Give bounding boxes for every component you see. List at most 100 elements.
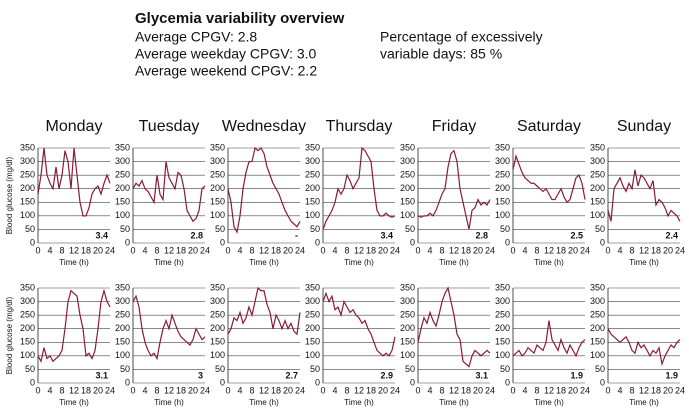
y-tick-label: 100 [400, 210, 415, 220]
x-tick-label: 0 [35, 385, 40, 395]
x-tick-label: 4 [522, 245, 527, 255]
x-axis-label: Time (h) [249, 258, 279, 267]
x-tick-label: 8 [534, 385, 539, 395]
x-axis-label: Time (h) [534, 398, 564, 407]
y-tick-label: 0 [315, 237, 320, 247]
x-tick-label: 8 [344, 385, 349, 395]
day-label: Monday [46, 118, 103, 135]
y-tick-label: 200 [495, 323, 510, 333]
y-tick-label: 350 [115, 282, 130, 292]
x-axis-label: Time (h) [249, 398, 279, 407]
y-tick-label: 150 [305, 197, 320, 207]
x-tick-label: 24 [295, 245, 305, 255]
y-tick-label: 300 [210, 296, 225, 306]
x-axis-label: Time (h) [154, 258, 184, 267]
x-tick-label: 20 [473, 245, 483, 255]
stat: Average weekday CPGV: 3.0 [135, 46, 317, 62]
x-tick-label: 12 [639, 385, 649, 395]
stat: Average weekend CPGV: 2.2 [135, 63, 317, 79]
x-axis-label: Time (h) [439, 398, 469, 407]
y-tick-label: 0 [505, 237, 510, 247]
glucose-line [322, 146, 396, 230]
x-tick-label: 18 [461, 385, 471, 395]
x-tick-label: 18 [651, 245, 661, 255]
glucose-line [132, 161, 206, 223]
x-tick-label: 24 [485, 245, 495, 255]
y-tick-label: 300 [210, 156, 225, 166]
x-tick-label: 24 [580, 245, 590, 255]
cpgv-label: 3.1 [475, 370, 488, 380]
y-tick-label: 100 [590, 210, 605, 220]
y-tick-label: 100 [115, 350, 130, 360]
x-tick-label: 18 [651, 385, 661, 395]
x-tick-label: 0 [320, 245, 325, 255]
y-tick-label: 250 [115, 310, 130, 320]
y-tick-label: 200 [400, 183, 415, 193]
y-tick-label: 100 [400, 350, 415, 360]
y-tick-label: 200 [590, 183, 605, 193]
day-label: Tuesday [139, 118, 200, 135]
x-tick-label: 8 [629, 245, 634, 255]
y-tick-label: 250 [590, 170, 605, 180]
y-tick-label: 50 [25, 364, 35, 374]
y-tick-label: 50 [405, 224, 415, 234]
y-tick-label: 350 [495, 142, 510, 152]
y-tick-label: 100 [305, 350, 320, 360]
x-axis-label: Time (h) [439, 258, 469, 267]
cpgv-label: 2.4 [665, 230, 678, 240]
glucose-line [37, 147, 111, 217]
glucose-line [607, 328, 681, 367]
y-tick-label: 200 [20, 323, 35, 333]
cpgv-label: 2.5 [570, 230, 583, 240]
y-tick-label: 350 [495, 282, 510, 292]
y-tick-label: 300 [495, 156, 510, 166]
y-tick-label: 200 [495, 183, 510, 193]
x-tick-label: 20 [378, 385, 388, 395]
y-tick-label: 150 [495, 337, 510, 347]
y-tick-label: 350 [20, 282, 35, 292]
x-tick-label: 4 [237, 385, 242, 395]
y-tick-label: 100 [305, 210, 320, 220]
y-tick-label: 350 [305, 142, 320, 152]
x-tick-label: 0 [320, 385, 325, 395]
x-tick-label: 12 [69, 245, 79, 255]
y-tick-label: 350 [400, 142, 415, 152]
x-tick-label: 8 [59, 245, 64, 255]
x-tick-label: 8 [59, 385, 64, 395]
y-tick-label: 0 [600, 237, 605, 247]
y-tick-label: 150 [400, 337, 415, 347]
glucose-line [227, 286, 301, 336]
x-tick-label: 24 [200, 245, 210, 255]
x-tick-label: 8 [439, 245, 444, 255]
x-tick-label: 8 [439, 385, 444, 395]
x-tick-label: 20 [473, 385, 483, 395]
x-tick-label: 24 [295, 385, 305, 395]
y-tick-label: 350 [305, 282, 320, 292]
x-tick-label: 12 [259, 385, 269, 395]
x-tick-label: 24 [675, 245, 685, 255]
y-tick-label: 0 [220, 237, 225, 247]
cpgv-label: 2.8 [475, 230, 488, 240]
x-tick-label: 8 [344, 245, 349, 255]
glucose-line [37, 288, 111, 363]
y-tick-label: 0 [30, 377, 35, 387]
y-tick-label: 100 [590, 350, 605, 360]
y-tick-label: 150 [115, 337, 130, 347]
x-tick-label: 20 [283, 245, 293, 255]
x-tick-label: 20 [93, 385, 103, 395]
x-tick-label: 8 [154, 385, 159, 395]
x-tick-label: 18 [271, 245, 281, 255]
stat: Average CPGV: 2.8 [135, 29, 257, 45]
x-tick-label: 12 [449, 245, 459, 255]
x-tick-label: 24 [675, 385, 685, 395]
glucose-line [512, 320, 586, 358]
x-tick-label: 0 [605, 245, 610, 255]
x-tick-label: 24 [200, 385, 210, 395]
x-axis-label: Time (h) [629, 258, 659, 267]
cpgv-label: 3 [198, 370, 203, 380]
x-tick-label: 12 [639, 245, 649, 255]
x-tick-label: 24 [105, 385, 115, 395]
x-tick-label: 18 [81, 245, 91, 255]
y-tick-label: 0 [410, 237, 415, 247]
